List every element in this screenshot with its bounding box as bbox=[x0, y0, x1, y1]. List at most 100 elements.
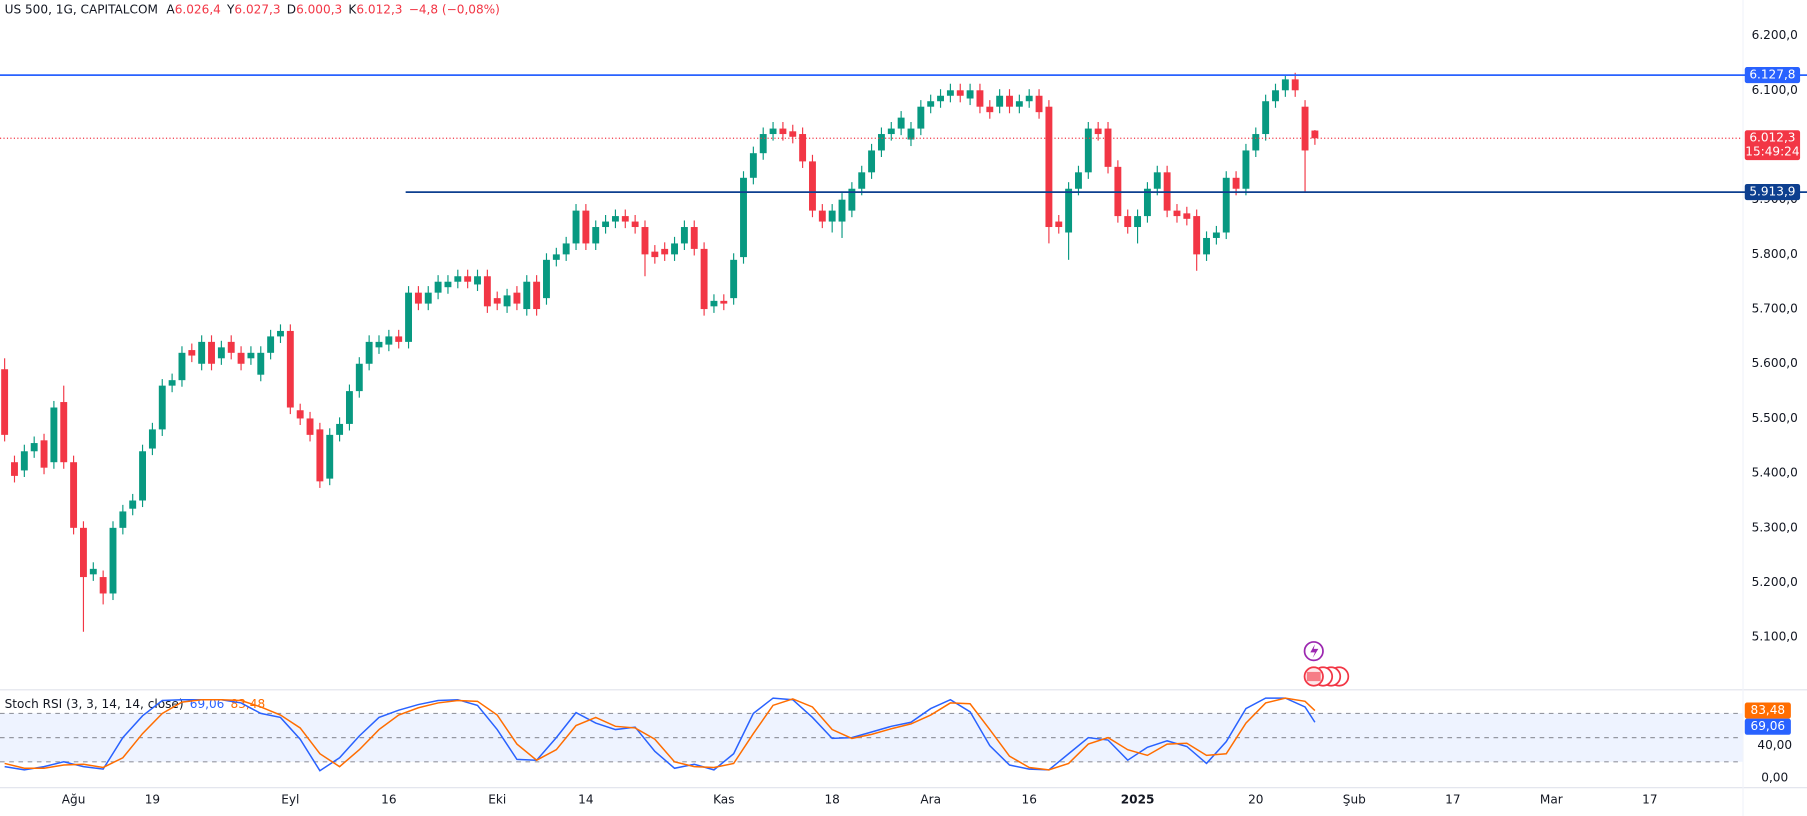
x-tick-label: 16 bbox=[1022, 792, 1037, 806]
level-badge bbox=[1744, 184, 1801, 201]
candle-body bbox=[178, 352, 186, 381]
x-tick-label: 19 bbox=[145, 792, 160, 806]
candle-body bbox=[355, 363, 363, 392]
candle-body bbox=[690, 227, 698, 249]
candle-body bbox=[661, 248, 669, 255]
candle-body bbox=[592, 227, 600, 244]
candle-body bbox=[503, 295, 511, 307]
candle-body bbox=[208, 341, 215, 364]
candle-body bbox=[572, 210, 580, 244]
candle-body bbox=[543, 259, 550, 299]
candle-body bbox=[621, 216, 629, 222]
candle-body bbox=[1065, 188, 1073, 233]
candle-body bbox=[631, 221, 639, 228]
candle-body bbox=[454, 276, 462, 282]
candle-body bbox=[158, 385, 166, 430]
candle-body bbox=[740, 177, 747, 258]
candle-body bbox=[119, 511, 127, 528]
last-price-badge bbox=[1744, 130, 1801, 161]
candle-body bbox=[237, 352, 245, 364]
y-tick-label: 5.700,0 bbox=[1752, 302, 1798, 316]
candle-body bbox=[799, 134, 807, 162]
flag-icon bbox=[1306, 671, 1321, 682]
candle-body bbox=[1242, 150, 1250, 189]
candle-body bbox=[809, 161, 816, 211]
candle-body bbox=[1124, 216, 1132, 228]
candle-body bbox=[148, 429, 156, 449]
x-tick-label: Eyl bbox=[281, 792, 299, 806]
y-tick-label: 5.600,0 bbox=[1752, 356, 1798, 370]
candle-body bbox=[818, 210, 826, 222]
candle-body bbox=[1015, 101, 1023, 107]
countdown-label: 15:49:24 bbox=[1745, 145, 1800, 159]
candle-body bbox=[375, 341, 383, 348]
candle-body bbox=[424, 292, 432, 304]
indicator-line bbox=[4, 697, 1316, 771]
candle-body bbox=[326, 434, 334, 479]
candle-body bbox=[1193, 216, 1201, 255]
candle-body bbox=[1173, 210, 1181, 217]
candle-body bbox=[306, 418, 314, 435]
close: 6.012,3 bbox=[356, 2, 402, 16]
candle-body bbox=[168, 380, 176, 386]
candle-body bbox=[11, 462, 18, 476]
candle-body bbox=[996, 95, 1004, 107]
candle-body bbox=[976, 90, 984, 107]
candle-body bbox=[1055, 221, 1063, 228]
candle-body bbox=[1311, 130, 1319, 139]
candle-body bbox=[50, 407, 58, 463]
candle-body bbox=[956, 90, 964, 96]
candle-body bbox=[129, 500, 137, 509]
level-label: 6.127,8 bbox=[1749, 68, 1795, 82]
last-price-label: 6.012,3 bbox=[1749, 131, 1795, 145]
candle-body bbox=[946, 90, 954, 96]
candle-body bbox=[1025, 95, 1033, 102]
candle-body bbox=[99, 577, 107, 594]
candle-body bbox=[1045, 106, 1053, 228]
candle-body bbox=[986, 106, 994, 113]
low-key: D bbox=[287, 2, 296, 16]
candle-body bbox=[858, 172, 866, 189]
candle-body bbox=[1153, 172, 1161, 189]
candle-body bbox=[828, 210, 836, 222]
change: −4,8 (−0,08%) bbox=[409, 2, 500, 16]
x-tick-label: Eki bbox=[488, 792, 506, 806]
event-icons[interactable] bbox=[1303, 641, 1350, 687]
candle-body bbox=[887, 128, 895, 135]
candle-body bbox=[907, 128, 915, 140]
candle-body bbox=[789, 131, 797, 137]
symbol: US 500, 1G, CAPITALCOM bbox=[5, 2, 158, 16]
candle-body bbox=[267, 336, 275, 353]
candle-body bbox=[1075, 172, 1082, 189]
candle-body bbox=[1252, 134, 1260, 151]
candle-body bbox=[700, 248, 708, 310]
candle-body bbox=[562, 243, 570, 255]
high-key: Y bbox=[226, 2, 235, 16]
candle-body bbox=[533, 281, 541, 310]
x-tick-label: 17 bbox=[1642, 792, 1657, 806]
candle-body bbox=[247, 352, 255, 359]
candle-body bbox=[139, 451, 147, 501]
candle-body bbox=[523, 281, 531, 310]
candle-body bbox=[40, 440, 48, 468]
candle-body bbox=[1301, 106, 1309, 151]
candle-body bbox=[464, 276, 472, 282]
candle-body bbox=[60, 402, 68, 463]
indicator-badge bbox=[1744, 718, 1791, 735]
candle-body bbox=[779, 128, 787, 135]
x-tick-label: 20 bbox=[1248, 792, 1263, 806]
x-tick-label: Ağu bbox=[62, 792, 86, 806]
candle-body bbox=[1212, 232, 1220, 238]
candle-body bbox=[1272, 90, 1279, 102]
candle-body bbox=[414, 292, 422, 304]
y-tick-label: 5.500,0 bbox=[1752, 411, 1798, 425]
candle-body bbox=[483, 276, 491, 307]
candle-body bbox=[395, 336, 403, 342]
indicator-value-label: 69,06 bbox=[1751, 719, 1786, 733]
event-icon-bolt bbox=[1310, 644, 1319, 659]
candle-body bbox=[1, 369, 9, 435]
candle-body bbox=[188, 350, 196, 356]
